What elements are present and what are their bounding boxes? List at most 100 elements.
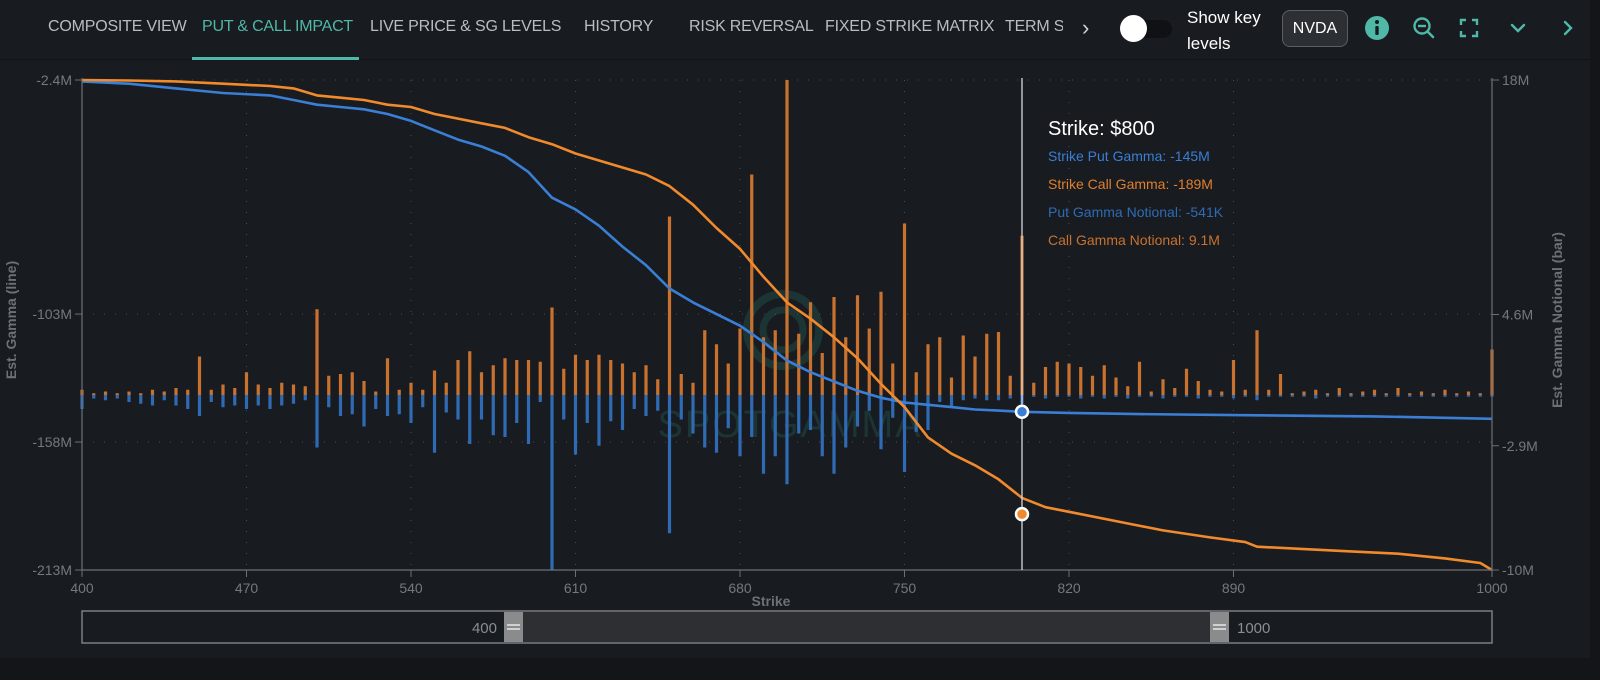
call-notional-bar (1243, 389, 1247, 395)
call-notional-bar (409, 382, 413, 395)
tabs-scroll-right-icon[interactable]: › (1082, 15, 1090, 40)
call-notional-bar (315, 309, 319, 395)
put-notional-bar (1408, 395, 1412, 397)
call-notional-bar (1090, 375, 1095, 395)
zoom-out-icon[interactable] (1410, 14, 1438, 42)
put-notional-bar (679, 395, 683, 420)
put-notional-bar (127, 395, 131, 402)
call-notional-bar (1443, 389, 1447, 395)
tab-composite-view[interactable]: COMPOSITE VIEW (48, 18, 187, 35)
tab-term-structure[interactable]: TERM STRUCTURE (1005, 18, 1063, 35)
put-notional-bar (620, 395, 625, 430)
call-notional-bar (1419, 391, 1424, 395)
put-notional-bar (879, 395, 883, 450)
x-axis-title: Strike (752, 593, 791, 609)
tab-strip: COMPOSITE VIEW PUT & CALL IMPACT LIVE PR… (0, 0, 1063, 60)
chevron-down-icon[interactable] (1504, 14, 1532, 42)
put-notional-bar (1302, 395, 1306, 397)
put-notional-bar (92, 395, 96, 399)
show-key-levels-toggle[interactable] (1120, 15, 1172, 42)
call-notional-bar (1408, 393, 1412, 395)
left-axis-title: Est. Gamma (line) (3, 261, 19, 379)
tab-history[interactable]: HISTORY (584, 18, 654, 35)
call-notional-bar (432, 370, 437, 395)
put-notional-bar (761, 395, 766, 474)
x-axis-tick-label: 540 (399, 580, 423, 596)
x-axis-tick-label: 470 (235, 580, 259, 596)
call-notional-bar (1384, 393, 1388, 395)
ticker-button[interactable]: NVDA (1282, 10, 1348, 47)
call-notional-bar (350, 372, 354, 395)
call-gamma-line (81, 78, 1493, 572)
tab-fixed-strike-matrix[interactable]: FIXED STRIKE MATRIX (825, 18, 995, 35)
put-notional-bar (797, 395, 801, 434)
show-key-levels-label: Show key levels (1187, 8, 1261, 53)
left-axis-tick-label: -2.4M (36, 72, 72, 88)
range-slider[interactable]: 400 1000 (81, 610, 1493, 644)
call-notional-bar (526, 360, 531, 395)
put-notional-bar (1314, 395, 1318, 399)
call-notional-bar (244, 372, 249, 395)
put-notional-bar (432, 395, 437, 453)
put-notional-bar (902, 395, 907, 472)
tab-put-call-impact[interactable]: PUT & CALL IMPACT (202, 18, 354, 35)
tab-live-price-sg-levels[interactable]: LIVE PRICE & SG LEVELS (370, 18, 562, 35)
put-notional-bar (1079, 395, 1083, 399)
x-axis-tick-label: 820 (1057, 580, 1081, 596)
line-series (81, 78, 1493, 572)
chevron-right-icon[interactable] (1554, 14, 1582, 42)
fullscreen-icon[interactable] (1455, 14, 1483, 42)
call-notional-bar (550, 307, 554, 395)
put-notional-bar (209, 395, 213, 402)
put-notional-bar (1290, 395, 1294, 397)
call-notional-bar (515, 360, 519, 395)
put-notional-bar (421, 395, 425, 408)
put-notional-bar (914, 395, 918, 432)
call-notional-bar (456, 360, 460, 395)
put-notional-bar (1161, 395, 1165, 399)
call-notional-bar (1302, 391, 1306, 395)
put-notional-bar (1372, 395, 1377, 397)
call-notional-bar (209, 389, 213, 395)
put-notional-bar (691, 395, 695, 434)
call-notional-bar (162, 391, 166, 395)
call-notional-bar (280, 382, 284, 395)
call-notional-bar (985, 333, 989, 395)
put-notional-bar (1231, 395, 1236, 399)
slider-max-handle[interactable] (1210, 612, 1229, 642)
x-axis-tick-label: 610 (564, 580, 588, 596)
put-notional-bar (479, 395, 484, 420)
put-notional-bar (115, 395, 119, 399)
right-axis-tick-label: 18M (1502, 72, 1529, 88)
call-notional-bar (503, 358, 507, 395)
put-notional-bar (491, 395, 495, 436)
put-notional-bar (550, 395, 554, 570)
put-notional-bar (174, 395, 178, 406)
right-axis-tick-label: -2.9M (1502, 438, 1538, 454)
tab-risk-reversal[interactable]: RISK REVERSAL (689, 18, 814, 35)
slider-min-label: 400 (472, 620, 497, 637)
put-notional-bar (350, 395, 354, 415)
call-notional-bar (1008, 375, 1012, 395)
call-notional-bar (1290, 393, 1294, 395)
slider-selected-range[interactable] (523, 612, 1210, 642)
put-notional-bar (315, 395, 319, 448)
left-axis-tick-label: -103M (32, 306, 72, 322)
put-notional-bar (714, 395, 719, 453)
top-toolbar: COMPOSITE VIEW PUT & CALL IMPACT LIVE PR… (0, 0, 1590, 60)
put-notional-bar (726, 395, 730, 429)
call-notional-bar (1184, 368, 1189, 395)
call-notional-bar (891, 363, 895, 395)
slider-min-handle[interactable] (504, 612, 523, 642)
put-notional-bar (1455, 395, 1459, 397)
x-axis-tick-label: 680 (728, 580, 752, 596)
call-notional-bar (902, 223, 907, 395)
put-notional-bar (1090, 395, 1095, 397)
put-notional-bar (1443, 395, 1447, 397)
put-notional-bar (820, 395, 824, 457)
put-notional-bar (1337, 395, 1341, 397)
info-icon[interactable] (1363, 14, 1391, 42)
call-notional-bar (1267, 389, 1271, 395)
put-notional-bar (1008, 395, 1012, 399)
call-notional-bar (973, 356, 977, 395)
